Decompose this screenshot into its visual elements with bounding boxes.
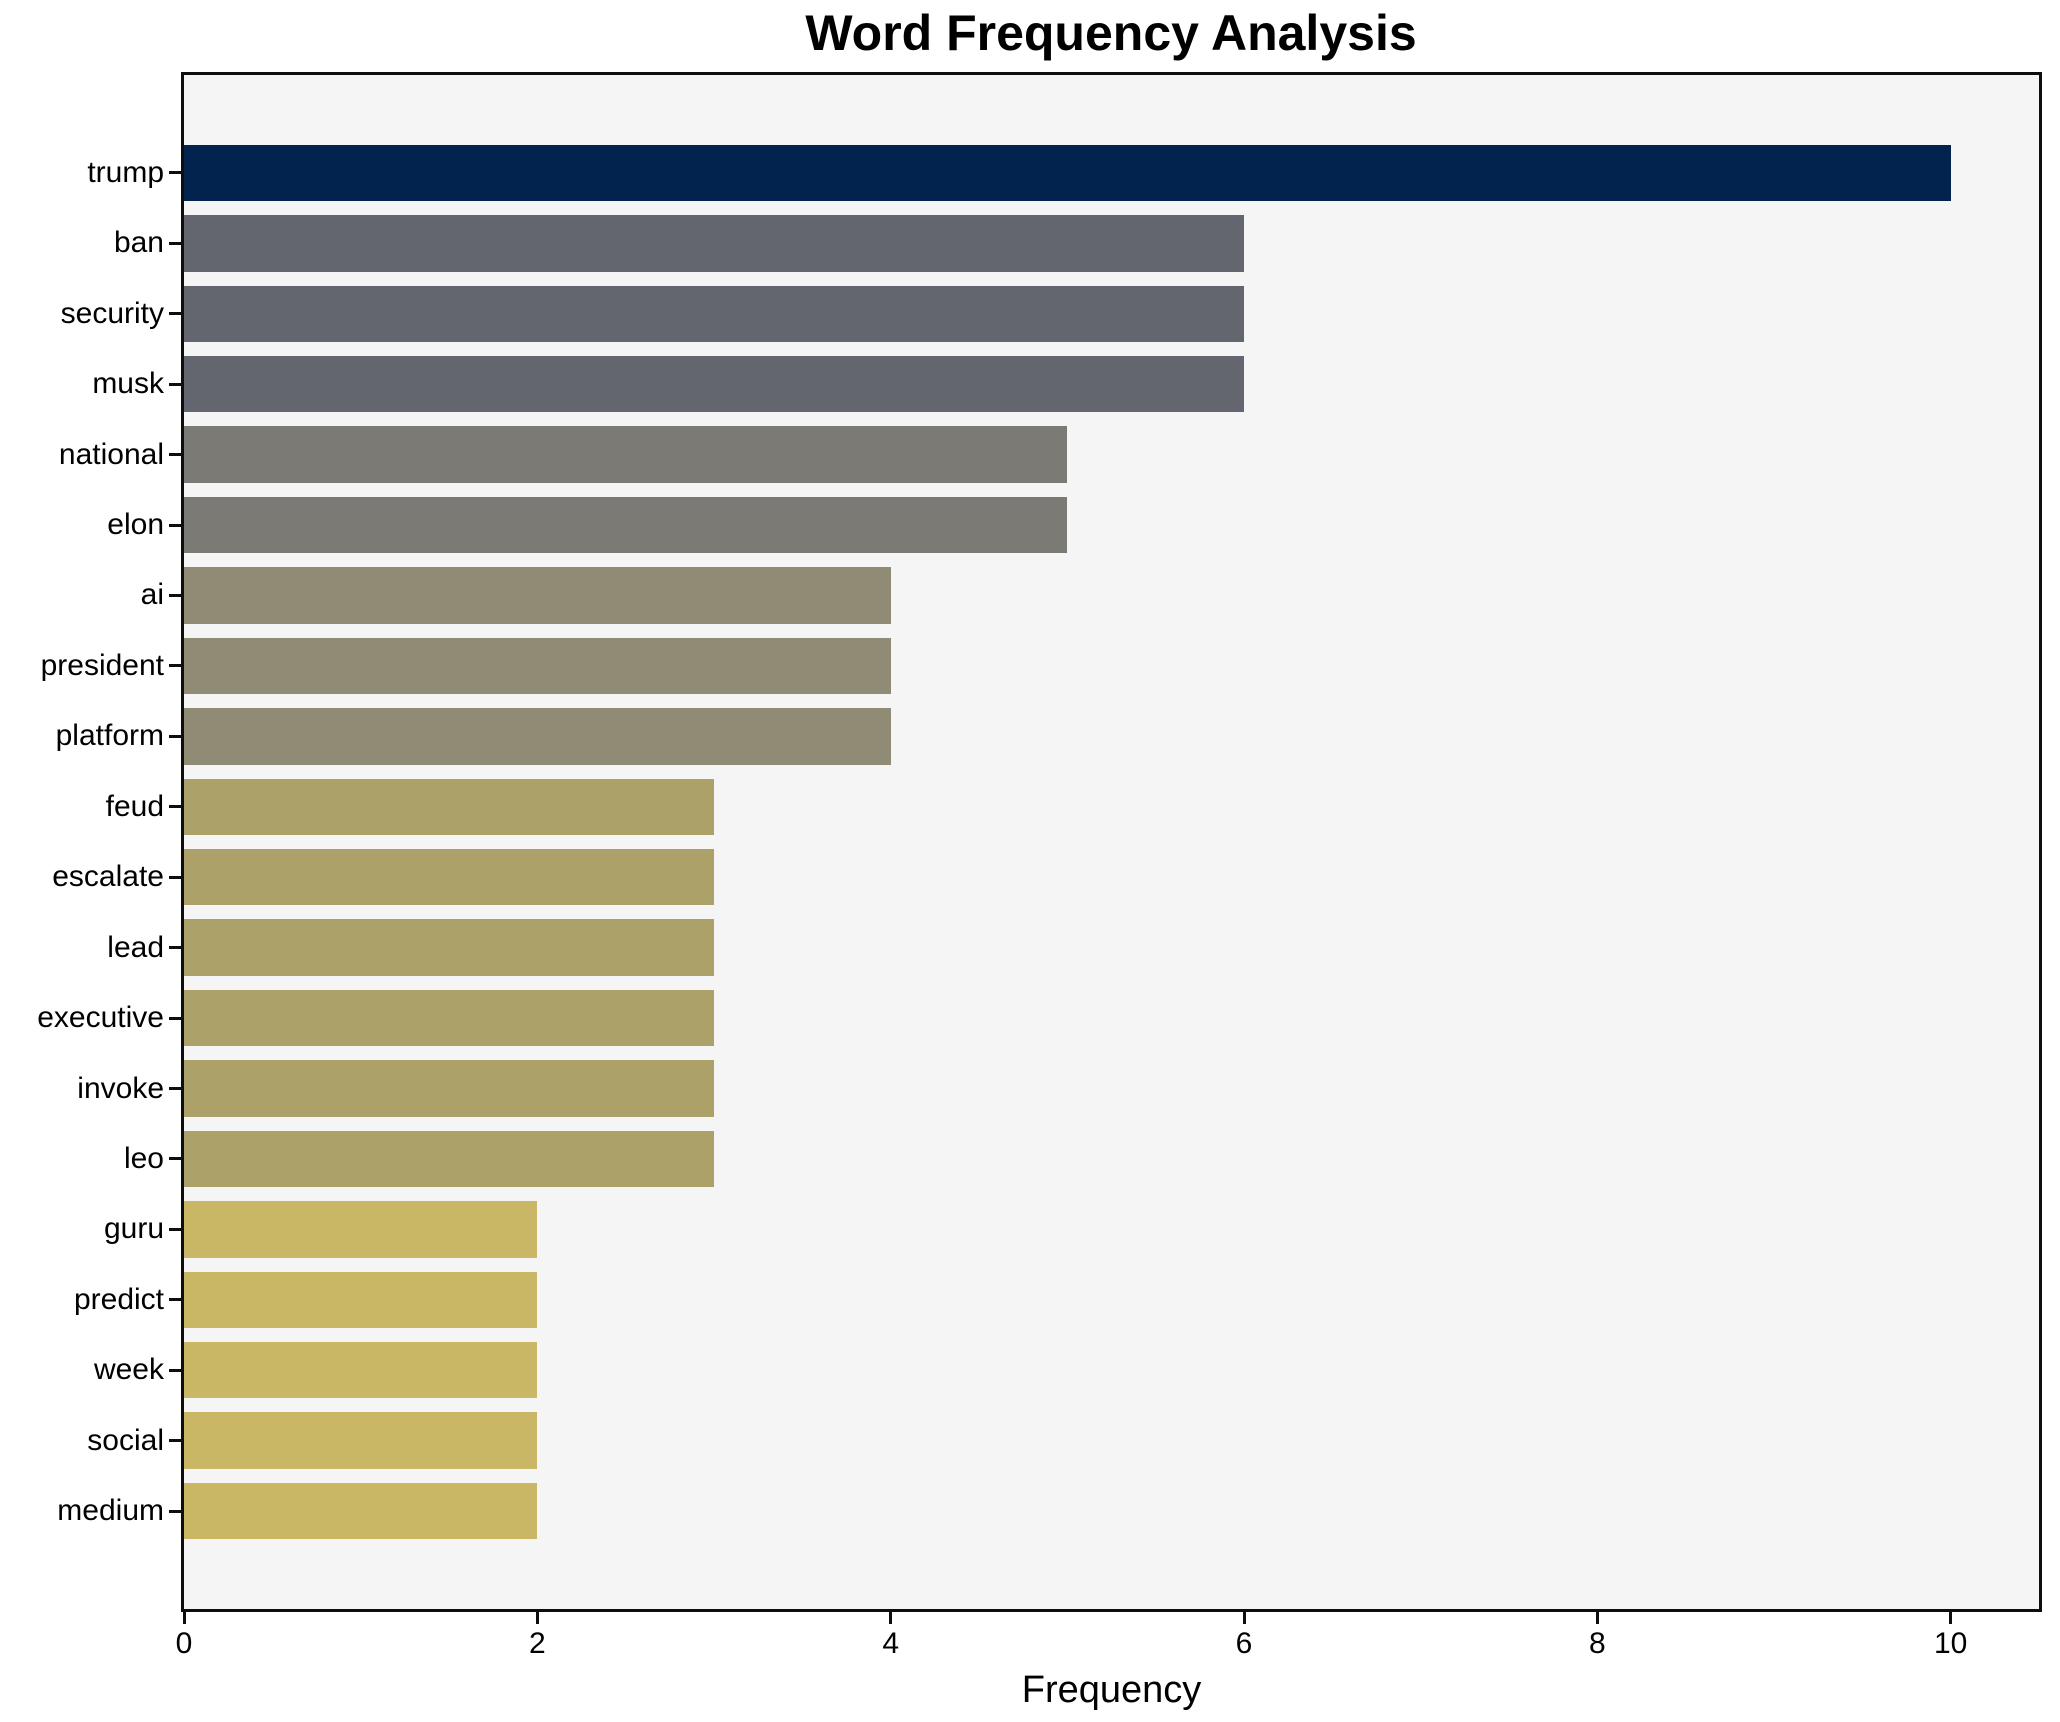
plot-area: Frequency trump ban security musk national el… xyxy=(37,72,2042,1711)
y-tick-label-trump: trump xyxy=(87,155,164,189)
y-tick-label-elon: elon xyxy=(107,508,164,542)
y-tick-platform xyxy=(169,734,181,738)
bar-platform xyxy=(184,708,891,765)
y-tick-ban xyxy=(169,241,181,245)
y-tick-ai xyxy=(169,593,181,597)
bar-invoke xyxy=(184,1060,714,1117)
y-tick-social xyxy=(169,1439,181,1443)
y-tick-executive xyxy=(169,1016,181,1020)
y-tick-feud xyxy=(169,805,181,809)
y-tick-elon xyxy=(169,523,181,527)
y-tick-escalate xyxy=(169,875,181,879)
x-tick-6 xyxy=(1242,1612,1246,1624)
bar-elon xyxy=(184,496,1068,554)
y-tick-president xyxy=(169,664,181,668)
x-tick-label-4: 4 xyxy=(882,1627,899,1660)
x-tick-label-8: 8 xyxy=(1588,1627,1606,1660)
bar-week xyxy=(184,1342,538,1399)
y-tick-label-leo: leo xyxy=(123,1141,164,1175)
y-tick-label-feud: feud xyxy=(105,789,164,823)
y-tick-label-lead: lead xyxy=(107,930,164,964)
bar-predict xyxy=(184,1271,538,1328)
bar-national xyxy=(184,426,1068,483)
y-tick-label-executive: executive xyxy=(37,1001,164,1035)
y-tick-label-ai: ai xyxy=(140,578,164,612)
bar-president xyxy=(184,637,891,695)
y-tick-guru xyxy=(169,1227,181,1231)
x-tick-label-6: 6 xyxy=(1235,1627,1253,1660)
y-tick-medium xyxy=(169,1509,181,1513)
y-tick-national xyxy=(169,453,181,457)
y-tick-musk xyxy=(169,382,181,386)
x-tick-label-10: 10 xyxy=(1933,1627,1968,1660)
bar-leo xyxy=(184,1130,714,1188)
bar-guru xyxy=(184,1201,538,1258)
y-tick-label-social: social xyxy=(87,1423,164,1457)
bar-escalate xyxy=(184,849,714,906)
y-tick-label-medium: medium xyxy=(57,1494,164,1528)
bar-lead xyxy=(184,919,714,976)
x-tick-8 xyxy=(1595,1612,1599,1624)
bar-ai xyxy=(184,567,891,624)
x-tick-10 xyxy=(1949,1612,1953,1624)
bar-security xyxy=(184,285,1244,342)
bar-ban xyxy=(184,215,1244,272)
y-tick-label-national: national xyxy=(58,437,164,471)
y-tick-label-escalate: escalate xyxy=(52,860,164,894)
y-tick-label-president: president xyxy=(40,648,164,682)
bar-musk xyxy=(184,356,1244,413)
y-tick-week xyxy=(169,1368,181,1372)
y-tick-label-guru: guru xyxy=(103,1212,164,1246)
y-tick-lead xyxy=(169,946,181,950)
y-tick-label-predict: predict xyxy=(73,1282,164,1316)
y-tick-leo xyxy=(169,1157,181,1161)
bar-social xyxy=(184,1412,538,1469)
y-tick-label-invoke: invoke xyxy=(77,1071,164,1105)
bar-medium xyxy=(184,1482,538,1540)
y-tick-security xyxy=(169,312,181,316)
x-tick-4 xyxy=(889,1612,893,1624)
x-tick-label-0: 0 xyxy=(175,1627,193,1660)
bar-executive xyxy=(184,989,714,1047)
x-tick-2 xyxy=(535,1612,539,1624)
y-tick-label-musk: musk xyxy=(92,367,164,401)
y-tick-predict xyxy=(169,1298,181,1302)
x-tick-label-2: 2 xyxy=(528,1627,546,1660)
bar-trump xyxy=(184,144,1951,202)
y-tick-trump xyxy=(169,171,181,175)
x-axis-title: Frequency xyxy=(1021,1669,1202,1711)
y-tick-label-ban: ban xyxy=(113,226,164,260)
y-tick-invoke xyxy=(169,1087,181,1090)
y-tick-label-platform: platform xyxy=(55,719,164,753)
y-tick-label-week: week xyxy=(93,1353,164,1387)
x-tick-0 xyxy=(182,1612,186,1624)
y-tick-label-security: security xyxy=(60,296,164,330)
bar-feud xyxy=(184,778,714,835)
chart-title: Word Frequency Analysis xyxy=(805,5,1417,61)
